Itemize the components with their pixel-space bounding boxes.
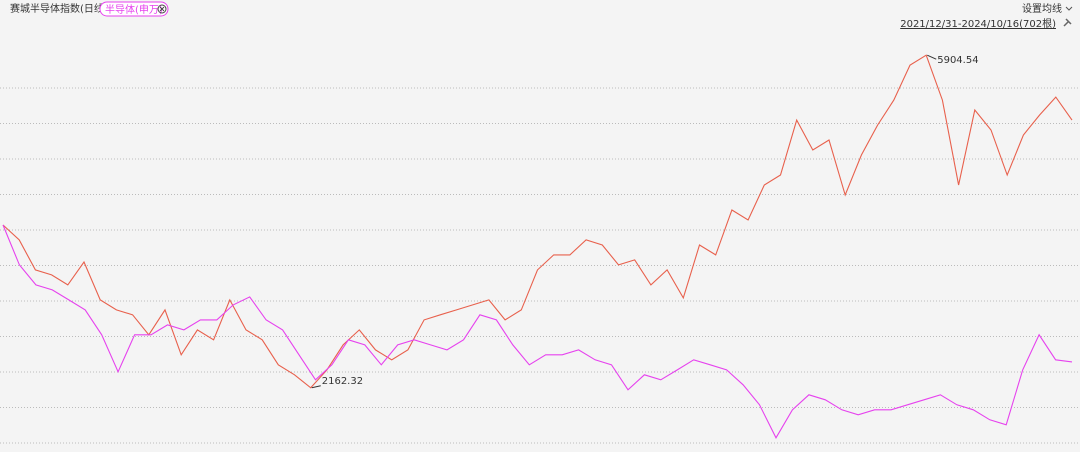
remove-icon[interactable]: [157, 4, 167, 14]
remove-x[interactable]: [159, 6, 165, 12]
annotation-arrow: [927, 54, 937, 60]
annotation-arrow: [311, 385, 321, 389]
chevron[interactable]: [1065, 6, 1073, 11]
line-series: [2, 54, 1073, 389]
annotation: 2162.32: [322, 376, 363, 387]
settings-label[interactable]: 设置均线: [1022, 2, 1062, 15]
chart-title: 赛城半导体指数(日线): [10, 2, 108, 15]
line-series: [2, 224, 1073, 439]
pin-icon[interactable]: [1063, 18, 1072, 27]
annotation: 5904.54: [937, 55, 978, 66]
compare-chip[interactable]: [99, 1, 169, 17]
range-label[interactable]: 2021/12/31-2024/10/16(702根): [900, 17, 1056, 30]
compare-label[interactable]: 半导体(申万): [105, 3, 163, 16]
